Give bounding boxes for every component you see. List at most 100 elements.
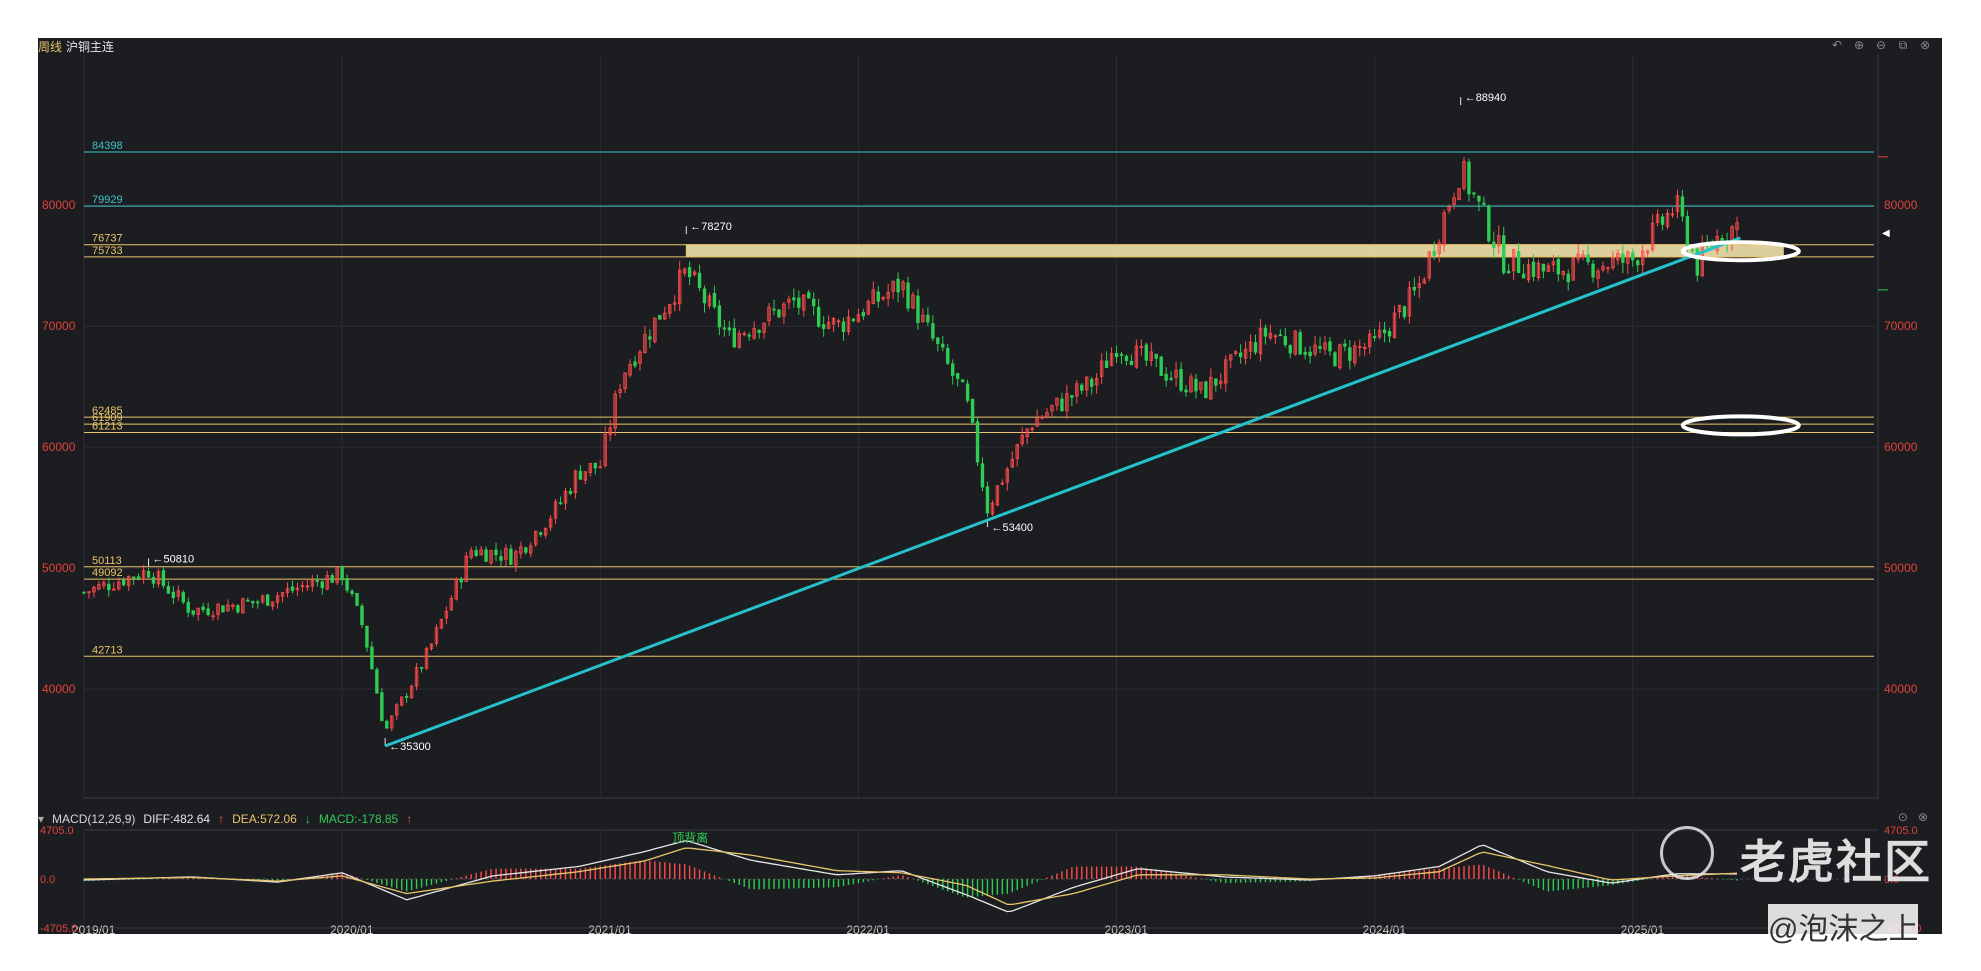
candle-body xyxy=(707,295,712,306)
candle-body xyxy=(1209,377,1213,400)
candle-body xyxy=(1650,222,1655,251)
candle-body xyxy=(1159,356,1163,376)
candle-body xyxy=(1253,342,1258,353)
chart-window: 周线 沪铜主连 ↶ ⊕ ⊖ ⧉ ⊗ 40000 40000 50000 50000 600… xyxy=(38,38,1942,934)
candle-body xyxy=(97,584,101,590)
candle-body xyxy=(444,610,449,619)
candle-body xyxy=(231,604,235,608)
candle-body xyxy=(1377,330,1382,338)
candle-body xyxy=(970,398,975,423)
y-tick-label-right: 50000 xyxy=(1884,561,1918,575)
zoom-in-icon[interactable]: ⊕ xyxy=(1853,38,1865,52)
candle-body xyxy=(876,291,880,302)
candle-body xyxy=(300,585,305,587)
candle-body xyxy=(87,591,91,594)
candle-body xyxy=(553,501,558,519)
candle-body xyxy=(841,321,846,332)
candle-body xyxy=(598,466,602,469)
candle-body xyxy=(826,321,831,329)
candle-body xyxy=(807,292,811,299)
candle-body xyxy=(727,327,732,331)
close-icon[interactable]: ⊗ xyxy=(1919,38,1931,52)
candle-body xyxy=(504,548,508,560)
price-level-label: 42713 xyxy=(92,644,123,656)
candle-body xyxy=(1427,251,1431,279)
candle-body xyxy=(494,549,498,556)
candle-body xyxy=(682,268,687,274)
symbol-label: 沪铜主连 xyxy=(66,40,115,54)
candle-body xyxy=(370,646,374,670)
candle-body xyxy=(1546,265,1551,272)
zoom-out-icon[interactable]: ⊖ xyxy=(1875,38,1887,52)
candle-body xyxy=(315,580,320,582)
candle-body xyxy=(687,267,692,278)
candle-body xyxy=(1045,412,1049,417)
macd-annotation: 顶背离 xyxy=(672,830,708,845)
candle-body xyxy=(1412,286,1417,291)
candle-body xyxy=(1502,235,1506,274)
price-level-label: 49092 xyxy=(92,567,123,579)
candle-body xyxy=(335,566,339,583)
candle-body xyxy=(653,317,657,342)
candle-body xyxy=(1070,395,1074,398)
candle-body xyxy=(1015,444,1019,459)
candle-body xyxy=(1328,341,1332,352)
candle-body xyxy=(1318,346,1322,349)
candle-body xyxy=(633,361,637,367)
candle-body xyxy=(1402,306,1407,318)
candle-body xyxy=(1631,252,1635,261)
candle-body xyxy=(395,704,399,716)
candle-body xyxy=(965,383,970,401)
candle-body xyxy=(1075,383,1079,397)
candle-body xyxy=(82,591,86,594)
candle-body xyxy=(1675,195,1680,212)
candle-body xyxy=(414,667,419,687)
candle-body xyxy=(136,576,141,580)
undo-icon[interactable]: ↶ xyxy=(1831,38,1843,52)
candle-body xyxy=(1179,368,1183,391)
candle-body xyxy=(92,587,96,593)
candle-body xyxy=(1134,345,1139,368)
watermark-user: @泡沫之上 xyxy=(1768,904,1919,948)
candle-body xyxy=(777,309,781,318)
candle-body xyxy=(131,576,136,579)
candle-body xyxy=(1367,333,1372,348)
candle-body xyxy=(196,607,200,615)
candle-body xyxy=(1119,353,1124,356)
candle-body xyxy=(1541,263,1546,272)
candle-body xyxy=(1621,253,1625,263)
price-level-label: 62485 xyxy=(92,405,123,417)
close-icon[interactable]: ⊗ xyxy=(1917,810,1928,824)
candle-body xyxy=(1214,378,1218,386)
candle-body xyxy=(151,577,156,584)
candle-body xyxy=(1506,270,1511,274)
settings-icon[interactable]: ⊙ xyxy=(1897,810,1908,824)
candle-body xyxy=(375,669,379,694)
extreme-label: ←53400 xyxy=(991,522,1033,534)
price-level-label: 84398 xyxy=(92,140,123,152)
y-tick-label-right: 40000 xyxy=(1884,682,1918,696)
candle-body xyxy=(1204,381,1208,399)
candle-body xyxy=(1372,336,1377,338)
candle-body xyxy=(1397,304,1402,313)
candle-body xyxy=(1109,353,1114,366)
candle-body xyxy=(573,470,578,494)
candle-body xyxy=(1154,353,1158,359)
candle-body xyxy=(201,606,205,611)
extreme-label: ←35300 xyxy=(389,741,431,753)
candle-body xyxy=(812,298,816,307)
candle-body xyxy=(1566,273,1570,283)
candle-body xyxy=(1417,283,1422,289)
candle-body xyxy=(752,328,756,339)
candle-body xyxy=(1164,373,1168,381)
candle-body xyxy=(1144,344,1149,361)
candle-body xyxy=(176,590,181,597)
candle-body xyxy=(1099,360,1104,377)
price-level-label: 79929 xyxy=(92,194,123,206)
candle-body xyxy=(1005,468,1010,483)
candle-body xyxy=(270,601,275,607)
candle-body xyxy=(166,585,171,594)
layout-icon[interactable]: ⧉ xyxy=(1898,38,1908,52)
candle-body xyxy=(772,308,776,311)
collapse-icon[interactable]: ▾ xyxy=(38,812,45,826)
